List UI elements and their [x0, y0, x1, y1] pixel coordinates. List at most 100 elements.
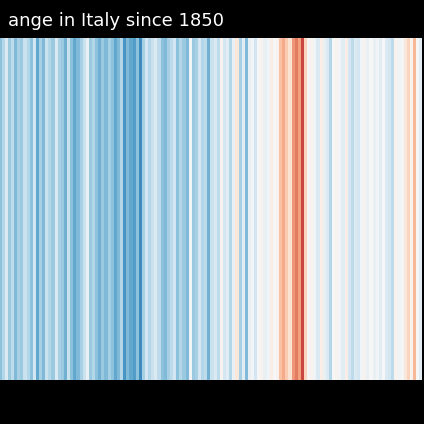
Bar: [295, 38, 298, 380]
Bar: [5, 38, 8, 380]
Bar: [326, 38, 329, 380]
Bar: [145, 38, 148, 380]
Bar: [157, 38, 161, 380]
Bar: [226, 38, 229, 380]
Bar: [86, 38, 89, 380]
Bar: [419, 38, 422, 380]
Bar: [410, 38, 413, 380]
Bar: [129, 38, 132, 380]
Bar: [45, 38, 48, 380]
Bar: [332, 38, 335, 380]
Bar: [98, 38, 101, 380]
Bar: [182, 38, 186, 380]
Bar: [338, 38, 341, 380]
Bar: [263, 38, 267, 380]
Bar: [320, 38, 323, 380]
Bar: [373, 38, 376, 380]
Bar: [413, 38, 416, 380]
Bar: [0, 38, 2, 380]
Bar: [404, 38, 407, 380]
Bar: [139, 38, 142, 380]
Bar: [80, 38, 83, 380]
Bar: [282, 38, 285, 380]
Bar: [123, 38, 126, 380]
Bar: [257, 38, 260, 380]
Bar: [114, 38, 117, 380]
Bar: [101, 38, 104, 380]
Bar: [288, 38, 292, 380]
Bar: [126, 38, 129, 380]
Bar: [195, 38, 198, 380]
Bar: [376, 38, 379, 380]
Bar: [360, 38, 363, 380]
Bar: [348, 38, 351, 380]
Bar: [238, 38, 242, 380]
Bar: [173, 38, 176, 380]
Bar: [33, 38, 36, 380]
Bar: [273, 38, 276, 380]
Bar: [55, 38, 58, 380]
Bar: [248, 38, 251, 380]
Bar: [30, 38, 33, 380]
Bar: [301, 38, 304, 380]
Bar: [394, 38, 398, 380]
Bar: [120, 38, 123, 380]
Bar: [341, 38, 344, 380]
Bar: [351, 38, 354, 380]
Bar: [254, 38, 257, 380]
Bar: [108, 38, 111, 380]
Bar: [167, 38, 170, 380]
Bar: [207, 38, 210, 380]
Bar: [17, 38, 20, 380]
Bar: [398, 38, 401, 380]
Bar: [148, 38, 151, 380]
Bar: [363, 38, 366, 380]
Bar: [316, 38, 320, 380]
Bar: [95, 38, 98, 380]
Bar: [385, 38, 388, 380]
Bar: [198, 38, 201, 380]
Bar: [164, 38, 167, 380]
Bar: [416, 38, 419, 380]
Bar: [67, 38, 70, 380]
Bar: [154, 38, 157, 380]
Bar: [151, 38, 154, 380]
Bar: [251, 38, 254, 380]
Bar: [307, 38, 310, 380]
Bar: [382, 38, 385, 380]
Bar: [14, 38, 17, 380]
Bar: [329, 38, 332, 380]
Bar: [323, 38, 326, 380]
Bar: [64, 38, 67, 380]
Bar: [179, 38, 182, 380]
Bar: [201, 38, 204, 380]
Bar: [189, 38, 192, 380]
Bar: [204, 38, 207, 380]
Bar: [267, 38, 270, 380]
Bar: [379, 38, 382, 380]
Bar: [8, 38, 11, 380]
Bar: [357, 38, 360, 380]
Bar: [313, 38, 316, 380]
Bar: [83, 38, 86, 380]
Bar: [344, 38, 348, 380]
Bar: [186, 38, 189, 380]
Bar: [217, 38, 220, 380]
Bar: [58, 38, 61, 380]
Bar: [304, 38, 307, 380]
Bar: [232, 38, 235, 380]
Bar: [2, 38, 5, 380]
Bar: [104, 38, 108, 380]
Bar: [117, 38, 120, 380]
Bar: [242, 38, 245, 380]
Bar: [270, 38, 273, 380]
Bar: [335, 38, 338, 380]
Bar: [391, 38, 394, 380]
Bar: [132, 38, 136, 380]
Bar: [76, 38, 80, 380]
Bar: [61, 38, 64, 380]
Bar: [170, 38, 173, 380]
Bar: [276, 38, 279, 380]
Bar: [136, 38, 139, 380]
Bar: [48, 38, 51, 380]
